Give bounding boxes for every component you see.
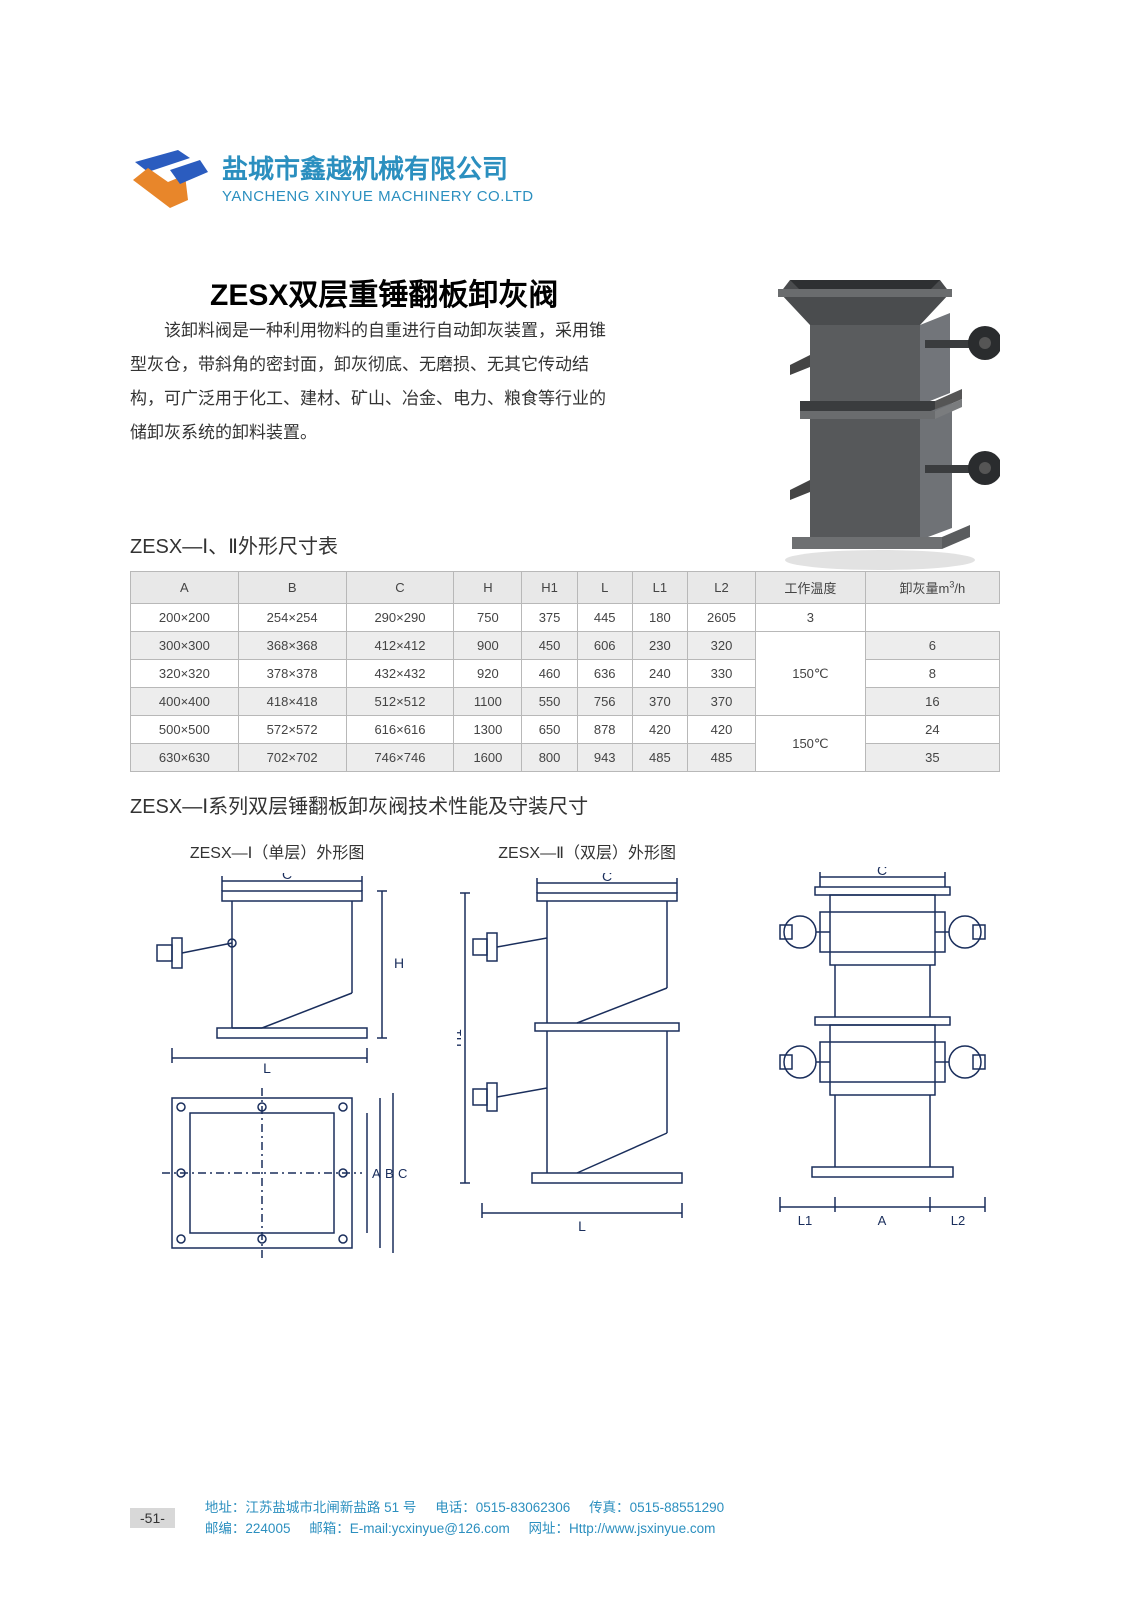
company-header: 盐城市鑫越机械有限公司 YANCHENG XINYUE MACHINERY CO… bbox=[130, 150, 1000, 210]
table-row: 500×500572×572616×6161300650878420420150… bbox=[131, 716, 1000, 744]
diagram-double-layer-front: C H1 L bbox=[457, 873, 717, 1263]
dim-L2: L2 bbox=[951, 1213, 965, 1228]
dim-L1: L1 bbox=[798, 1213, 812, 1228]
dim-L: L bbox=[263, 1060, 271, 1076]
company-name-en: YANCHENG XINYUE MACHINERY CO.LTD bbox=[222, 187, 534, 207]
table-row: 630×630702×702746×746160080094348548535 bbox=[131, 744, 1000, 772]
spec-table: A B C H H1 L L1 L2 工作温度 卸灰量m3/h 200×2002… bbox=[130, 571, 1000, 772]
dim-A: A bbox=[372, 1166, 381, 1181]
dim-L-d: L bbox=[578, 1218, 586, 1234]
diagram-left-label: ZESX—Ⅰ（单层）外形图 bbox=[190, 839, 365, 863]
dim-H: H bbox=[394, 955, 404, 971]
dim-B: B bbox=[385, 1166, 394, 1181]
page-number: -51- bbox=[130, 1508, 175, 1528]
dim-C2: C bbox=[398, 1166, 407, 1181]
dim-C: C bbox=[282, 873, 292, 882]
diagram-double-layer-side: C L1 A L2 bbox=[750, 867, 1000, 1257]
table-row: 320×320378×378432×4329204606362403308 bbox=[131, 660, 1000, 688]
col-H1: H1 bbox=[522, 572, 577, 604]
table-row: 200×200254×254290×29075037544518026053 bbox=[131, 604, 1000, 632]
dim-C-d: C bbox=[602, 873, 612, 884]
dim-A-s: A bbox=[878, 1213, 887, 1228]
table-row: 400×400418×418512×512110055075637037016 bbox=[131, 688, 1000, 716]
col-B: B bbox=[238, 572, 346, 604]
page-footer: -51- 地址：江苏盐城市北闸新盐路 51 号 电话：0515-83062306… bbox=[130, 1497, 1000, 1540]
company-name-cn: 盐城市鑫越机械有限公司 bbox=[222, 153, 534, 187]
col-A: A bbox=[131, 572, 239, 604]
company-logo bbox=[130, 150, 210, 210]
dim-H1: H1 bbox=[457, 1029, 464, 1047]
dim-C-s: C bbox=[877, 867, 887, 878]
diagrams-section-title: ZESX—Ⅰ系列双层锤翻板卸灰阀技术性能及守装尺寸 bbox=[130, 790, 1000, 819]
diagrams-container: ZESX—Ⅰ（单层）外形图 bbox=[130, 839, 1000, 1263]
col-H: H bbox=[454, 572, 522, 604]
footer-contact: 地址：江苏盐城市北闸新盐路 51 号 电话：0515-83062306 传真：0… bbox=[205, 1497, 724, 1540]
diagram-single-layer: C H L bbox=[132, 873, 422, 1263]
col-C: C bbox=[346, 572, 454, 604]
product-description: 该卸料阀是一种利用物料的自重进行自动卸灰装置，采用锥型灰仓，带斜角的密封面，卸灰… bbox=[130, 314, 620, 450]
diagram-right-label: ZESX—Ⅱ（双层）外形图 bbox=[498, 839, 676, 863]
col-L1: L1 bbox=[632, 572, 687, 604]
table-row: 300×300368×368412×412900450606230320150℃… bbox=[131, 632, 1000, 660]
col-L: L bbox=[577, 572, 632, 604]
product-photo bbox=[730, 275, 1000, 585]
